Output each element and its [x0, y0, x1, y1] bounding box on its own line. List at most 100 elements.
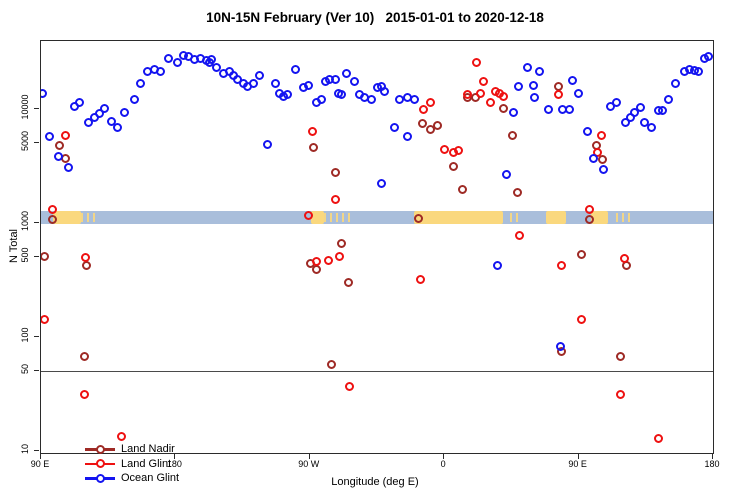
- data-point: [636, 102, 646, 112]
- data-point: [376, 178, 386, 188]
- data-point: [616, 390, 626, 400]
- data-point: [664, 94, 674, 104]
- map-band-land: [310, 211, 324, 224]
- x-tick-mark: [40, 453, 41, 459]
- data-point: [479, 76, 489, 86]
- data-point: [344, 277, 354, 287]
- data-point: [82, 260, 92, 270]
- map-band-land: [52, 211, 81, 224]
- data-point: [308, 126, 318, 136]
- data-point: [116, 432, 126, 442]
- data-point: [79, 390, 89, 400]
- data-point: [41, 314, 49, 324]
- legend-label-land-glint: Land Glint: [121, 457, 172, 470]
- data-point: [499, 91, 509, 101]
- data-point: [312, 265, 322, 275]
- data-point: [704, 52, 713, 62]
- data-point: [324, 255, 334, 265]
- data-point: [621, 117, 631, 127]
- data-point: [79, 351, 89, 361]
- map-band-ocean: [41, 211, 713, 224]
- data-point: [330, 195, 340, 205]
- data-point: [433, 120, 443, 130]
- data-point: [330, 167, 340, 177]
- data-point: [129, 94, 139, 104]
- data-point: [418, 118, 428, 128]
- data-point: [270, 79, 280, 89]
- y-tick-label: 100: [20, 327, 30, 343]
- data-point: [379, 87, 389, 97]
- data-point: [75, 98, 85, 108]
- data-point: [658, 105, 668, 115]
- data-point: [556, 342, 566, 352]
- data-point: [254, 71, 264, 81]
- x-tick-mark: [174, 453, 176, 459]
- data-point: [335, 251, 345, 261]
- reference-line-50: [41, 371, 713, 373]
- data-point: [283, 89, 293, 99]
- data-point: [654, 433, 664, 443]
- legend-item-ocean-glint: Ocean Glint: [85, 471, 179, 486]
- data-point: [574, 88, 584, 98]
- data-point: [41, 251, 49, 261]
- data-point: [248, 79, 258, 89]
- data-point: [53, 152, 63, 161]
- data-point: [345, 382, 355, 392]
- data-point: [514, 81, 524, 91]
- data-point: [409, 94, 419, 104]
- chart-title: 10N-15N February (Ver 10) 2015-01-01 to …: [206, 10, 544, 25]
- data-point: [589, 153, 599, 163]
- data-point: [565, 104, 575, 114]
- data-point: [640, 117, 650, 127]
- data-point: [597, 131, 607, 141]
- data-point: [336, 238, 346, 248]
- data-point: [291, 64, 301, 74]
- data-point: [568, 75, 578, 85]
- data-point: [164, 53, 174, 63]
- data-point: [135, 79, 145, 89]
- data-point: [599, 164, 609, 174]
- data-point: [337, 90, 347, 100]
- x-tick-mark: [712, 453, 713, 459]
- data-point: [535, 66, 545, 76]
- land-nadir-symbol-icon: [85, 444, 115, 454]
- y-tick-label: 1000: [20, 210, 30, 232]
- legend-label-ocean-glint: Ocean Glint: [121, 472, 180, 485]
- plot-box: Land Nadir Land Glint Ocean Glint: [40, 40, 714, 484]
- data-point: [612, 98, 622, 108]
- y-tick-mark: [34, 108, 39, 109]
- legend-item-land-glint: Land Glint: [85, 457, 179, 472]
- data-point: [585, 205, 595, 215]
- x-tick-mark: [308, 453, 310, 459]
- data-point: [577, 250, 587, 260]
- x-tick-label: 180: [704, 459, 720, 469]
- y-axis-title: N Total: [8, 228, 20, 264]
- data-point: [63, 162, 73, 172]
- data-point: [155, 66, 165, 76]
- y-tick-mark: [34, 336, 39, 337]
- data-point: [367, 94, 377, 104]
- legend: Land Nadir Land Glint Ocean Glint: [85, 442, 179, 486]
- x-tick-label: 0: [440, 459, 446, 469]
- data-point: [107, 116, 117, 126]
- data-point: [425, 97, 435, 107]
- map-band-land: [545, 211, 566, 224]
- map-band-land-speckles: [616, 213, 634, 222]
- data-point: [48, 215, 58, 225]
- data-point: [616, 352, 626, 362]
- data-point: [476, 88, 486, 98]
- y-tick-label: 10: [20, 444, 30, 455]
- data-point: [620, 253, 630, 263]
- data-point: [544, 104, 554, 114]
- data-point: [530, 93, 540, 103]
- data-point: [515, 231, 525, 241]
- data-point: [312, 256, 322, 266]
- data-point: [403, 131, 413, 141]
- y-tick-mark: [34, 450, 39, 451]
- x-tick-label: 90 W: [298, 459, 320, 469]
- x-axis-title: Longitude (deg E): [331, 476, 419, 488]
- data-point: [513, 188, 523, 198]
- data-point: [61, 131, 71, 141]
- data-point: [207, 54, 217, 64]
